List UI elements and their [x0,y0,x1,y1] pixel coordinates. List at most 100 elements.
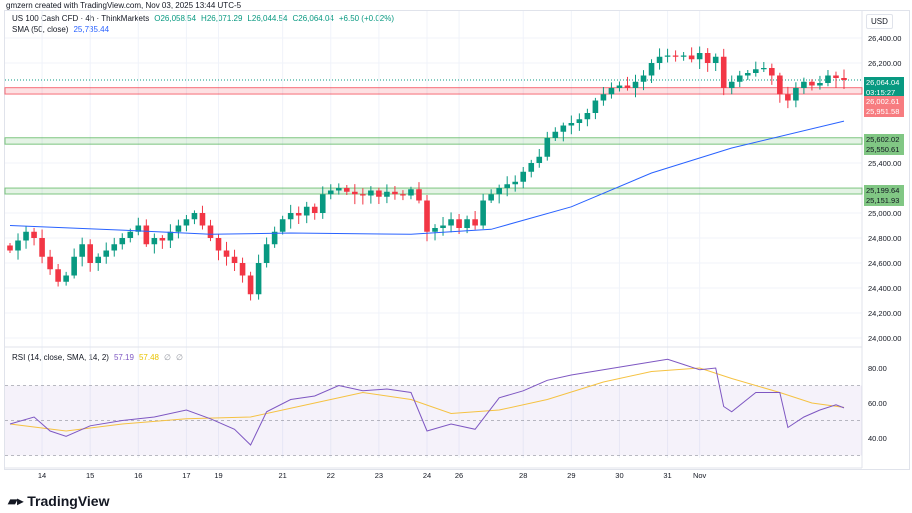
candle-body [263,244,270,263]
candle-body [528,163,535,172]
symbol-legend: US 100 Cash CFD · 4h · ThinkMarkets O26,0… [12,14,399,23]
time-axis-label: 29 [567,471,575,480]
candle-body [769,68,775,76]
candle-body [720,56,727,88]
candle-body [648,63,655,76]
candle-body [392,191,398,195]
candle-body [544,138,551,157]
candle-body [584,113,591,120]
candle-body [464,219,470,228]
rsi-axis-label: 80.00 [868,364,887,373]
candle-body [472,219,478,226]
candle-body [480,200,486,226]
sma-label[interactable]: SMA (50, close) [12,25,69,34]
price-axis-label: 25,400.00 [868,159,901,168]
candle-body [239,263,246,276]
candle-body [712,56,719,63]
candle-body [664,55,671,57]
time-axis-label: 17 [182,471,190,480]
time-axis-label: 19 [214,471,222,480]
price-axis-label: 24,400.00 [868,284,901,293]
price-axis-label: 24,000.00 [868,334,901,343]
chart-frame[interactable] [4,10,910,470]
candle-body [456,219,462,228]
candle-body [744,73,751,76]
candle-body [223,250,230,257]
candle-body [576,119,583,123]
candle-body [183,219,190,226]
candle-body [728,81,735,88]
candle-body [207,225,214,238]
candle-body [504,184,510,188]
time-axis-label: 30 [615,471,623,480]
candle-body [777,75,783,95]
candle-body [448,219,454,226]
candle-body [352,191,358,195]
candle-body [63,275,69,282]
candle-body [360,194,366,196]
candle-body [809,81,815,86]
low-value: L26,044.54 [247,14,288,23]
candle-body [424,200,430,232]
candle-body [432,228,438,232]
rsi-value: 57.19 [113,353,134,362]
candle-body [736,75,743,82]
candle-body [311,206,318,213]
countdown-tag: 03:15:27 [864,87,904,98]
candle-body [127,231,134,238]
candle-body [384,191,390,197]
time-axis-label: 24 [423,471,431,480]
sma-legend: SMA (50, close) 25,735.44 [12,25,114,34]
time-axis-label: 28 [519,471,527,480]
candle-body [793,88,799,101]
change-value: +6.50 (+0.02%) [338,14,394,23]
green-zone-1-top-tag: 25,602.02 [864,134,904,145]
candle-body [656,56,663,63]
candle-body [167,231,174,241]
candle-body [496,188,502,195]
rsi-axis-label: 60.00 [868,399,887,408]
sma-line [9,120,845,235]
candle-body [616,85,623,88]
candle-body [191,213,198,220]
candle-body [752,69,759,73]
candle-body [247,275,254,295]
red-zone-top-tag: 26,002.61 [864,96,904,107]
candle-body [408,189,414,196]
price-axis-label: 24,600.00 [868,259,901,268]
time-axis-label: 31 [663,471,671,480]
currency-button[interactable]: USD [866,14,893,29]
candle-body [344,188,350,192]
candle-body [175,225,182,232]
candle-body [632,81,639,88]
candle-body [143,225,150,245]
candle-body [608,88,615,95]
candle-body [319,194,326,213]
chart-credit: gmzern created with TradingView.com, Nov… [6,1,242,10]
candle-body [119,238,126,245]
candle-body [440,225,446,228]
price-axis-label: 24,800.00 [868,234,901,243]
candle-body [416,189,422,201]
candle-body [295,213,302,216]
rsi-label[interactable]: RSI (14, close, SMA, 14, 2) [12,353,109,362]
candle-body [287,213,294,220]
rsi-sma-line [9,367,845,432]
candle-body [624,85,631,88]
candle-body [199,213,206,226]
rsi-line [9,358,845,446]
candle-body [95,256,102,263]
rsi-extra-1: ∅ [164,353,171,362]
candle-body [785,94,791,101]
symbol-title[interactable]: US 100 Cash CFD · 4h · ThinkMarkets [12,14,150,23]
candle-body [151,238,158,245]
time-axis-label: 23 [375,471,383,480]
tradingview-logo[interactable]: ▰▸ TradingView [8,493,110,509]
price-axis-label: 26,200.00 [868,59,901,68]
candle-body [560,125,567,132]
candle-body [15,240,21,251]
candle-body [31,231,37,238]
candle-body [159,238,166,241]
candle-body [103,250,110,257]
